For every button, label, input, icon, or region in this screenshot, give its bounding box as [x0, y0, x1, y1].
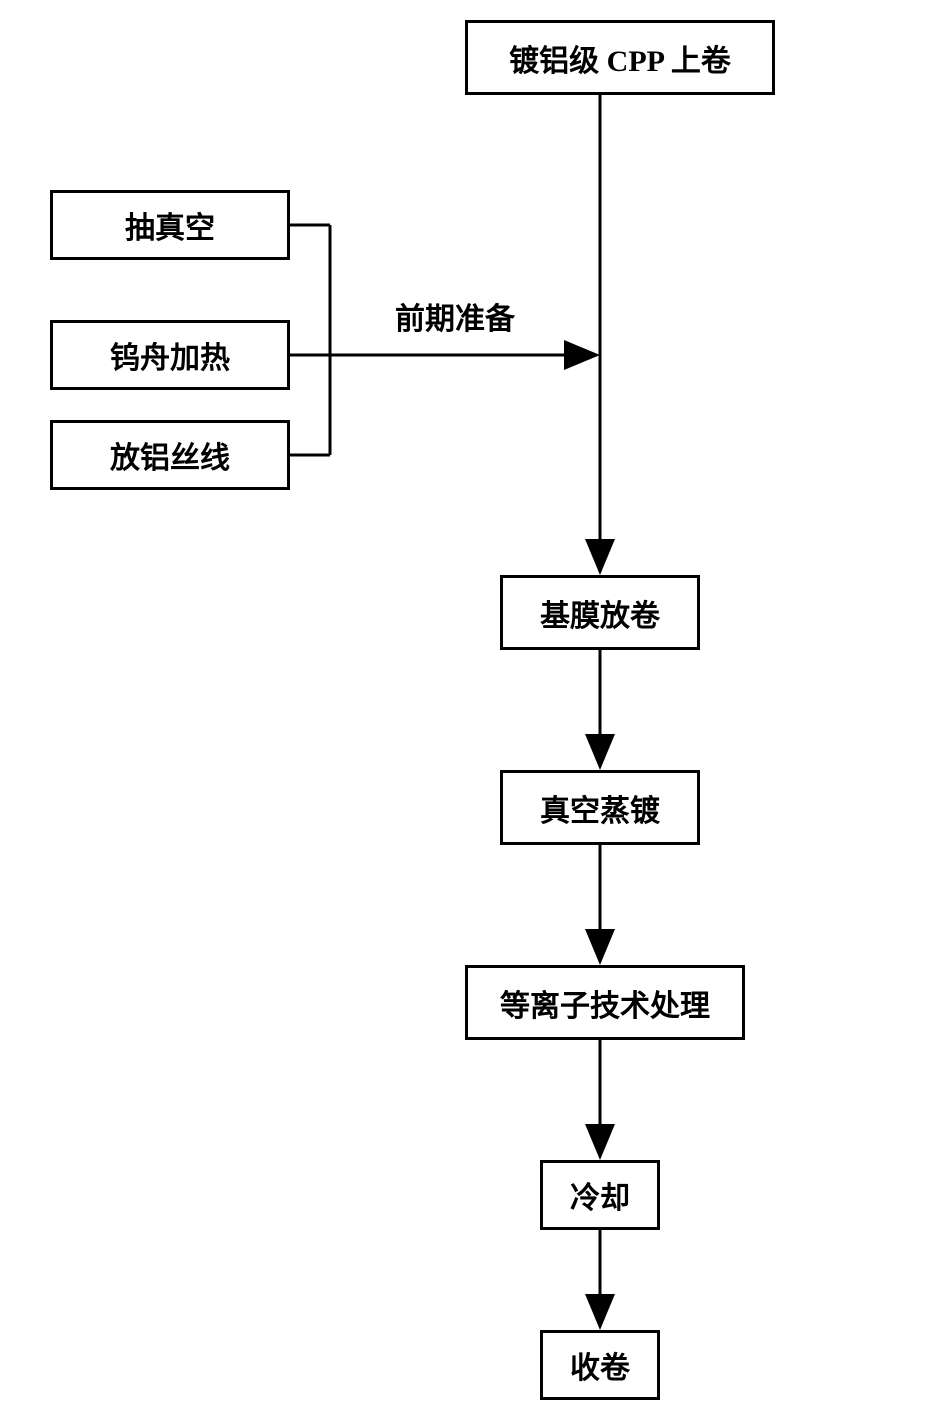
- flowchart-connectors: [0, 0, 926, 1411]
